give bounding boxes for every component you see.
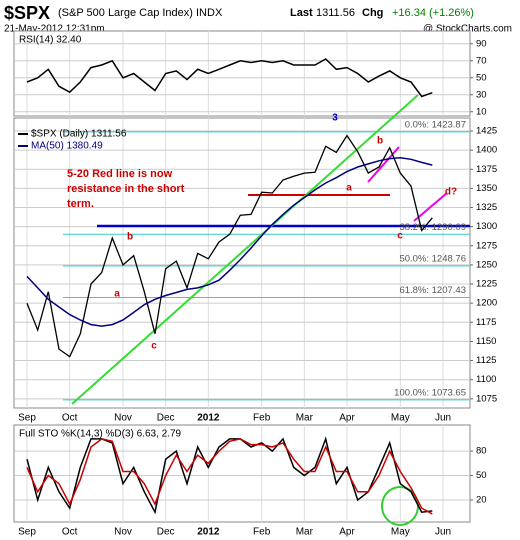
note: 5-20 Red line is now bbox=[67, 168, 173, 180]
fib-label: 50.0%: 1248.76 bbox=[399, 253, 466, 264]
y-tick-label: 80 bbox=[476, 446, 487, 457]
y-tick-label: 1150 bbox=[476, 336, 496, 347]
x-tick-label: Feb bbox=[253, 527, 271, 538]
x-tick-label: May bbox=[391, 527, 410, 538]
y-tick-label: 1425 bbox=[476, 126, 497, 137]
y-tick-label: 1175 bbox=[476, 317, 496, 328]
trend-line bbox=[71, 94, 419, 405]
series-line bbox=[26, 157, 433, 327]
wave-label: c bbox=[151, 341, 157, 352]
wave-label: c bbox=[397, 231, 403, 242]
y-tick-label: 1250 bbox=[476, 259, 497, 270]
y-tick-label: 50 bbox=[476, 470, 487, 481]
x-tick-label: Sep bbox=[18, 413, 36, 424]
y-tick-label: 1125 bbox=[476, 355, 496, 366]
series-line bbox=[26, 58, 433, 98]
y-tick-label: 30 bbox=[476, 89, 487, 100]
y-tick-label: 20 bbox=[476, 495, 487, 506]
y-tick-label: 1275 bbox=[476, 240, 497, 251]
chg-label: Chg bbox=[362, 7, 383, 19]
fib-label: 100.0%: 1073.65 bbox=[394, 387, 466, 398]
channel-line bbox=[367, 146, 400, 183]
x-tick-label: Dec bbox=[157, 413, 175, 424]
wave-label: 3 bbox=[332, 113, 338, 124]
x-tick-label: Oct bbox=[62, 527, 78, 538]
y-tick-label: 1200 bbox=[476, 298, 497, 309]
index-name: (S&P 500 Large Cap Index) INDX bbox=[58, 7, 223, 19]
panel-title: Full STO %K(14,3) %D(3) 6.63, 2.79 bbox=[19, 429, 182, 440]
fib-label: 0.0%: 1423.87 bbox=[405, 119, 466, 130]
source: @ StockCharts.com bbox=[423, 24, 512, 35]
date: 21-May-2012 12:31pm bbox=[4, 24, 105, 35]
fib-label: 38.2%: 1290.09 bbox=[399, 222, 466, 233]
fib-label: 61.8%: 1207.43 bbox=[399, 285, 466, 296]
y-tick-label: 1075 bbox=[476, 393, 497, 404]
x-tick-label: Mar bbox=[296, 527, 314, 538]
x-tick-label: Nov bbox=[114, 413, 132, 424]
x-tick-label: Feb bbox=[253, 413, 271, 424]
y-tick-label: 10 bbox=[476, 106, 487, 117]
x-tick-label: Jun bbox=[435, 527, 451, 538]
x-tick-label: Apr bbox=[339, 527, 355, 538]
x-tick-label: 2012 bbox=[197, 413, 220, 424]
note: resistance in the short bbox=[67, 183, 185, 195]
wave-label: a bbox=[114, 289, 120, 300]
x-tick-label: May bbox=[391, 413, 410, 424]
last: 1311.56 bbox=[316, 7, 355, 19]
x-tick-label: Apr bbox=[339, 413, 355, 424]
y-tick-label: 1325 bbox=[476, 202, 497, 213]
wave-label: a bbox=[346, 183, 352, 194]
x-tick-label: Jun bbox=[435, 413, 451, 424]
x-tick-label: Dec bbox=[157, 527, 175, 538]
last-label: Last bbox=[290, 7, 313, 19]
legend-entry: $SPX (Daily) 1311.56 bbox=[31, 129, 127, 140]
x-tick-label: Oct bbox=[62, 413, 78, 424]
wave-label: d? bbox=[445, 187, 457, 198]
note: term. bbox=[67, 198, 94, 210]
wave-label: b bbox=[127, 232, 133, 243]
y-tick-label: 1400 bbox=[476, 145, 497, 156]
legend-entry: MA(50) 1380.49 bbox=[31, 141, 103, 152]
y-tick-label: 70 bbox=[476, 55, 487, 66]
series-line bbox=[26, 436, 433, 515]
channel-line bbox=[413, 192, 448, 222]
y-tick-label: 50 bbox=[476, 72, 487, 83]
y-tick-label: 1100 bbox=[476, 374, 496, 385]
series-line bbox=[26, 438, 433, 515]
x-tick-label: Mar bbox=[296, 413, 314, 424]
series-line bbox=[26, 134, 433, 358]
chg: +16.34 (+1.26%) bbox=[392, 7, 474, 19]
y-tick-label: 1300 bbox=[476, 221, 497, 232]
symbol: $SPX bbox=[4, 3, 50, 23]
y-tick-label: 1375 bbox=[476, 164, 497, 175]
x-tick-label: Nov bbox=[114, 527, 132, 538]
y-tick-label: 1350 bbox=[476, 183, 497, 194]
x-tick-label: 2012 bbox=[197, 527, 220, 538]
y-tick-label: 90 bbox=[476, 38, 487, 49]
wave-label: b bbox=[377, 136, 383, 147]
y-tick-label: 1225 bbox=[476, 279, 497, 290]
panel bbox=[13, 117, 471, 409]
x-tick-label: Sep bbox=[18, 527, 36, 538]
panel-title: RSI(14) 32.40 bbox=[19, 35, 82, 46]
